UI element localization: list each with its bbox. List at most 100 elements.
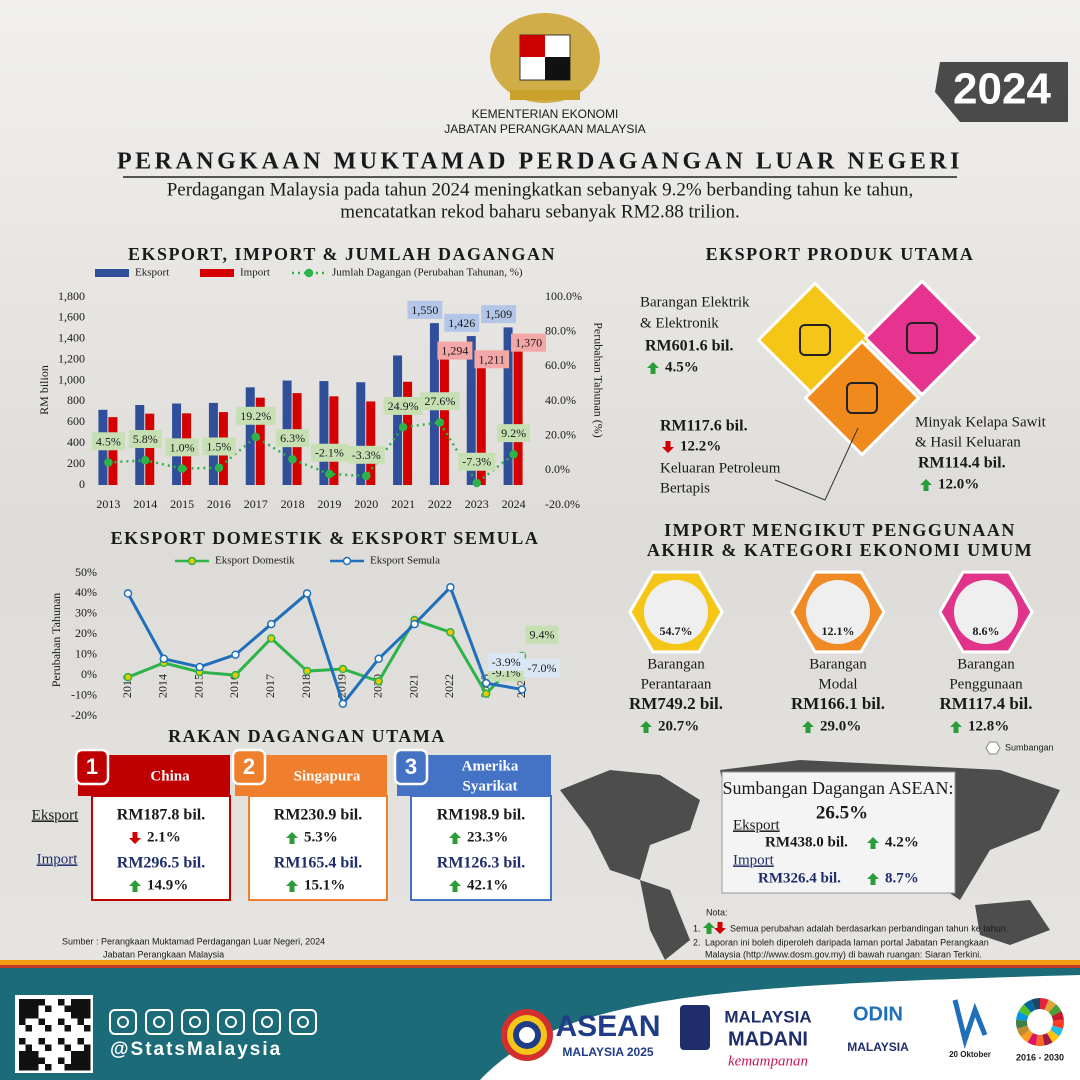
- text: 2016: [207, 497, 231, 511]
- social-icon[interactable]: [289, 1009, 317, 1035]
- text: 3: [405, 754, 417, 779]
- text: Import: [240, 267, 270, 279]
- text: RM126.3 bil.: [437, 855, 525, 872]
- bar: [108, 417, 118, 485]
- value-label-box: [481, 305, 517, 324]
- social-icon[interactable]: [109, 1009, 137, 1035]
- marker: [446, 583, 455, 592]
- value-label-box: [165, 438, 199, 457]
- text: 400: [67, 435, 85, 449]
- social-icon[interactable]: [145, 1009, 173, 1035]
- text: 2015: [191, 674, 205, 698]
- text: RM198.9 bil.: [437, 807, 525, 824]
- qr-cell: [19, 1005, 26, 1012]
- value-label-box: [437, 341, 473, 360]
- qr-cell: [64, 1005, 71, 1012]
- qr-cell: [45, 1064, 52, 1071]
- qr-cell: [84, 1044, 91, 1051]
- social-icon[interactable]: [181, 1009, 209, 1035]
- legend-marker: [304, 268, 314, 278]
- text: RM bilion: [37, 365, 51, 415]
- text: 29.0%: [820, 718, 861, 734]
- asean-logo: [519, 1027, 535, 1043]
- text: Sumber : Perangkaan Muktamad Perdagangan…: [62, 936, 325, 946]
- text: 2024: [502, 497, 526, 511]
- text: Import: [733, 852, 775, 868]
- qr-cell: [71, 1051, 78, 1058]
- arrow-up: [286, 880, 298, 892]
- text: 15.1%: [304, 877, 345, 893]
- marker: [302, 666, 312, 676]
- text: 0%: [81, 667, 97, 681]
- qr-cell: [32, 1051, 39, 1058]
- arrow-up: [867, 837, 879, 849]
- text: 23.3%: [467, 829, 508, 845]
- text: Amerika: [462, 758, 519, 774]
- text: 8.7%: [885, 870, 919, 886]
- qr-cell: [77, 1012, 84, 1019]
- text: Import: [37, 851, 79, 867]
- text: 4.5%: [96, 434, 121, 448]
- arrow-up: [449, 832, 461, 844]
- product-icon: [906, 322, 938, 354]
- qr-cell: [38, 1038, 45, 1045]
- marker: [472, 478, 481, 488]
- marker: [302, 589, 312, 598]
- marker: [214, 463, 224, 472]
- marker: [481, 689, 491, 698]
- text: 2014: [156, 674, 170, 698]
- text: ASEAN: [555, 1010, 660, 1043]
- text: 2024: [953, 65, 1051, 114]
- text: 2016 - 2030: [1016, 1052, 1064, 1062]
- text: 9.2%: [501, 426, 526, 440]
- text: Singapura: [294, 768, 361, 784]
- social-glyph: [153, 1016, 165, 1028]
- social-glyph: [225, 1016, 237, 1028]
- value-label-box: [128, 430, 162, 449]
- sdg-center: [1027, 1009, 1053, 1035]
- qr-cell: [84, 1025, 91, 1032]
- arrow-up: [920, 479, 932, 491]
- text: 20 Oktober: [949, 1050, 991, 1059]
- text: 12.8%: [968, 718, 1009, 734]
- text: RM230.9 bil.: [274, 807, 362, 824]
- qr-cell: [77, 1057, 84, 1064]
- text: Laporan ini boleh diperoleh daripada lam…: [705, 937, 989, 947]
- value-label-box: [487, 652, 525, 671]
- footer: [0, 960, 1080, 1080]
- qr-cell: [38, 1057, 45, 1064]
- social-icon[interactable]: [217, 1009, 245, 1035]
- text: 14.9%: [147, 877, 188, 893]
- text: kemampanan: [728, 1053, 808, 1069]
- text: RM187.8 bil.: [117, 807, 205, 824]
- qr-cell: [84, 1005, 91, 1012]
- text: 2022: [428, 497, 452, 511]
- social-glyph: [117, 1016, 129, 1028]
- arrow-up: [286, 832, 298, 844]
- text: 1,400: [58, 331, 85, 345]
- qr-cell: [58, 1018, 65, 1025]
- marker: [481, 678, 491, 688]
- text: 1.: [693, 923, 701, 933]
- partner-body: [248, 795, 388, 901]
- text: -3.3%: [352, 448, 381, 462]
- legend-hexagon: [985, 741, 1001, 755]
- qr-cell: [19, 1064, 26, 1071]
- social-glyph: [189, 1016, 201, 1028]
- text: 9.4%: [530, 628, 555, 642]
- social-icon[interactable]: [253, 1009, 281, 1035]
- marker: [288, 455, 297, 464]
- marker: [362, 471, 371, 481]
- text: 2: [243, 754, 255, 779]
- social-glyph: [261, 1016, 273, 1028]
- text: 1,426: [448, 316, 475, 330]
- text: 2.: [693, 937, 701, 947]
- text: Eksport: [733, 817, 780, 833]
- text: 5.8%: [133, 432, 158, 446]
- qr-cell: [19, 1018, 26, 1025]
- text: -7.3%: [462, 455, 491, 469]
- text: 2017: [263, 674, 277, 698]
- value-label-box: [91, 432, 125, 451]
- qr-cell: [45, 1044, 52, 1051]
